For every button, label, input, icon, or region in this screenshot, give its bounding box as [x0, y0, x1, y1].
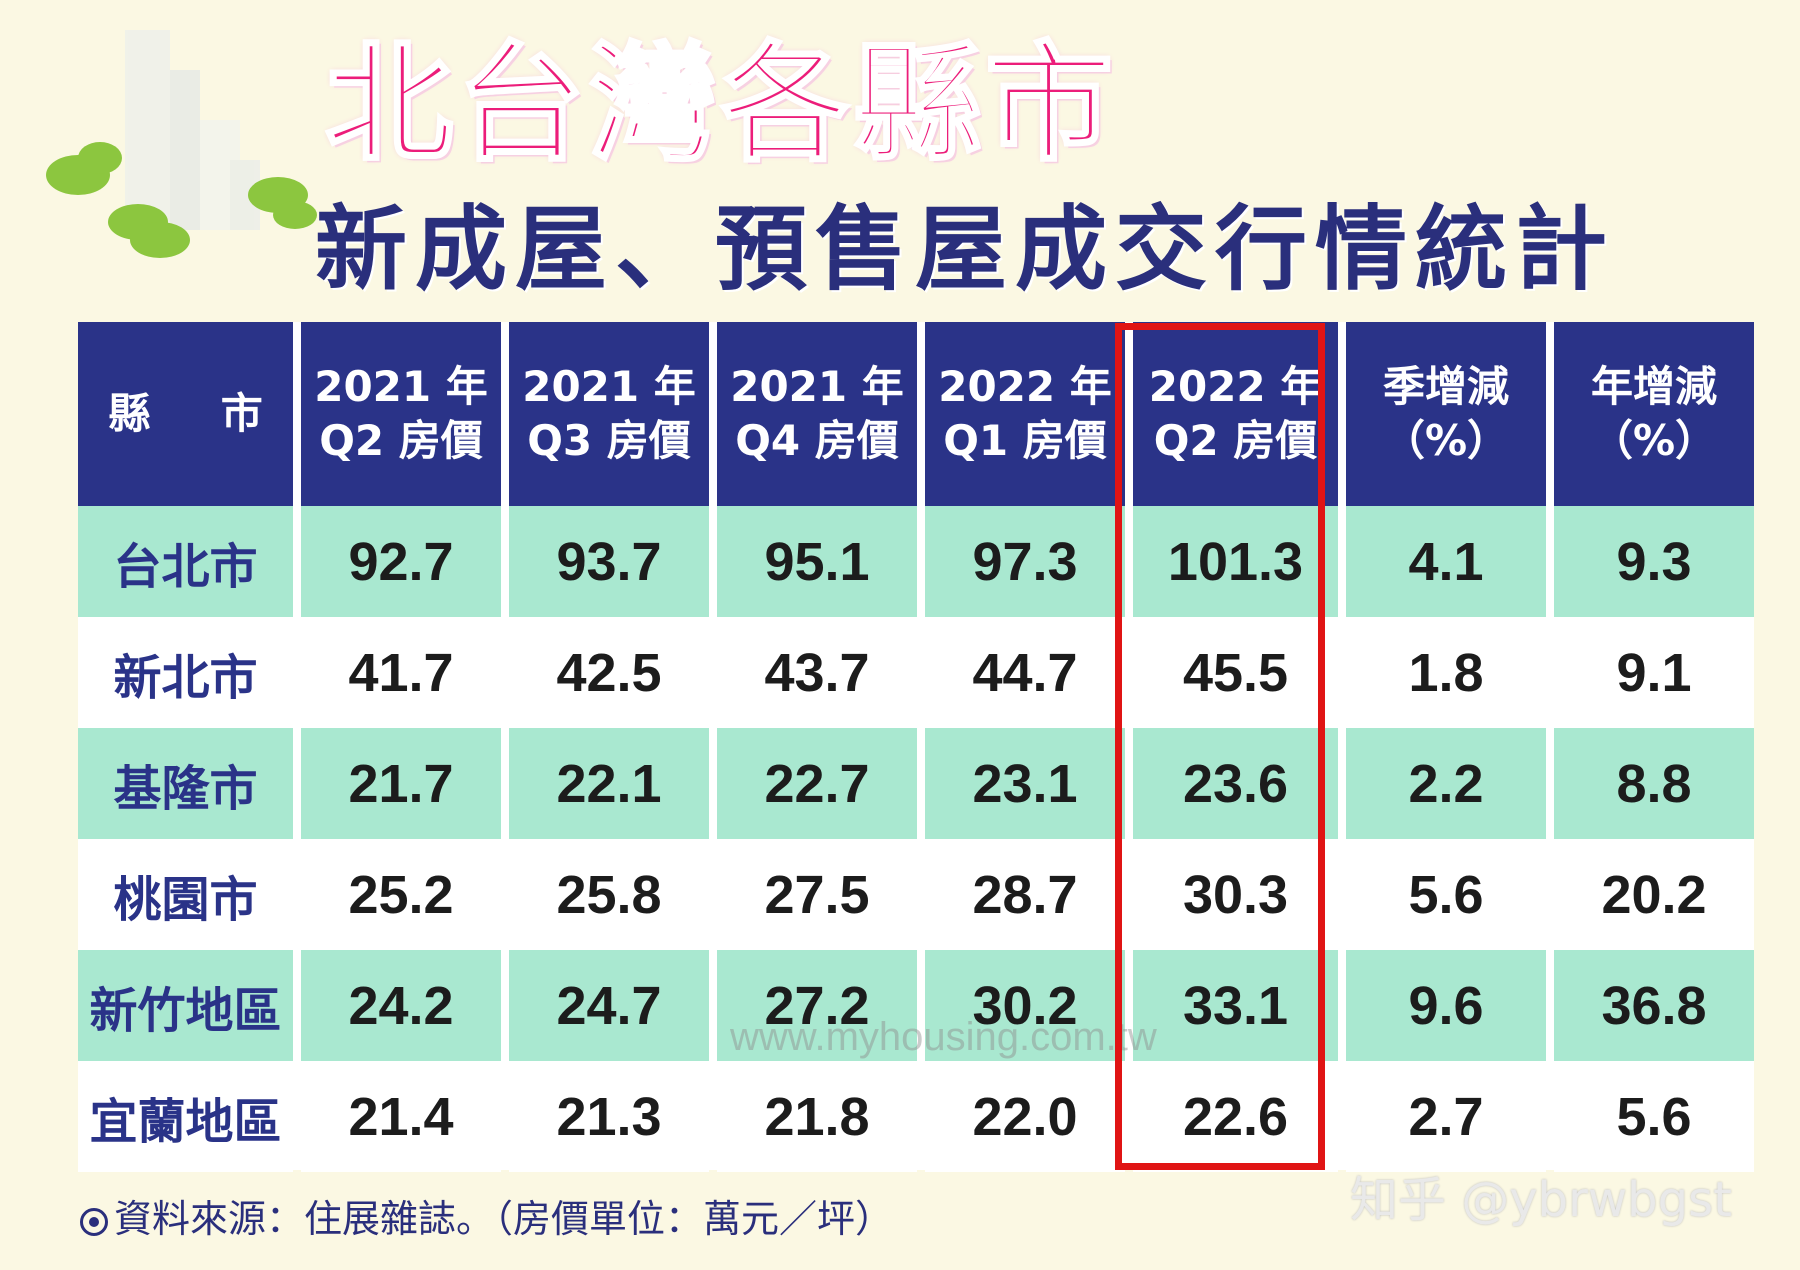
value-cell: 44.7: [925, 617, 1125, 728]
city-illustration: [46, 30, 317, 258]
value-cell: 8.8: [1554, 728, 1754, 839]
column-header: 季增減 （%）: [1346, 322, 1546, 506]
value-cell: 2.7: [1346, 1061, 1546, 1172]
value-cell: 21.3: [509, 1061, 709, 1172]
value-cell: 9.3: [1554, 506, 1754, 617]
value-cell: 43.7: [717, 617, 917, 728]
value-cell: 22.0: [925, 1061, 1125, 1172]
value-cell: 92.7: [301, 506, 501, 617]
value-cell: 27.2: [717, 950, 917, 1061]
value-cell: 9.1: [1554, 617, 1754, 728]
value-cell: 93.7: [509, 506, 709, 617]
column-header-line: Q2 房價: [1153, 416, 1318, 465]
value-cell: 25.8: [509, 839, 709, 950]
column-header-line: Q3 房價: [527, 416, 691, 465]
column-header-line: Q1 房價: [943, 416, 1107, 465]
value-cell: 97.3: [925, 506, 1125, 617]
watermark: www.myhousing.com.tw: [730, 1015, 1157, 1059]
value-cell: 23.1: [925, 728, 1125, 839]
column-header: 2022 年 Q2 房價: [1133, 322, 1338, 506]
column-header-line: 2021 年: [522, 362, 696, 411]
value-cell: 21.7: [301, 728, 501, 839]
column-header: 年增減 （%）: [1554, 322, 1754, 506]
value-cell: 5.6: [1554, 1061, 1754, 1172]
value-cell: 95.1: [717, 506, 917, 617]
target-icon: [80, 1207, 108, 1236]
value-cell: 101.3: [1133, 506, 1338, 617]
value-cell: 24.2: [301, 950, 501, 1061]
column-header-line: Q2 房價: [319, 416, 483, 465]
column-header-line: 2021 年: [314, 362, 488, 411]
value-cell: 41.7: [301, 617, 501, 728]
region-cell: 新北市: [78, 617, 293, 728]
column-header: 2021 年 Q4 房價: [717, 322, 917, 506]
value-cell: 25.2: [301, 839, 501, 950]
value-cell: 22.7: [717, 728, 917, 839]
column-header: 縣 市: [78, 322, 293, 506]
value-cell: 21.8: [717, 1061, 917, 1172]
column-header-line: 2021 年: [730, 362, 904, 411]
value-cell: 36.8: [1554, 950, 1754, 1061]
page-title: 北台灣各縣市: [324, 29, 1118, 181]
column-header-line: （%）: [1590, 416, 1718, 465]
value-cell: 2.2: [1346, 728, 1546, 839]
credit-watermark: 知乎 @ybrwbgst: [1350, 1172, 1732, 1228]
column-header: 2021 年 Q2 房價: [301, 322, 501, 506]
value-cell: 30.3: [1133, 839, 1338, 950]
value-cell: 9.6: [1346, 950, 1546, 1061]
column-header-line: 2022 年: [1148, 362, 1323, 411]
region-cell: 桃園市: [78, 839, 293, 950]
value-cell: 5.6: [1346, 839, 1546, 950]
price-table: 縣 市 2021 年 Q2 房價 2021 年 Q3 房價 2021 年 Q4 房價 2022…: [78, 322, 1754, 1172]
value-cell: 1.8: [1346, 617, 1546, 728]
region-cell: 基隆市: [78, 728, 293, 839]
value-cell: 23.6: [1133, 728, 1338, 839]
value-cell: 20.2: [1554, 839, 1754, 950]
page-subtitle: 新成屋、預售屋成交行情統計: [315, 196, 1616, 303]
column-header-line: 季增減: [1382, 362, 1509, 411]
value-cell: 28.7: [925, 839, 1125, 950]
value-cell: 42.5: [509, 617, 709, 728]
region-cell: 宜蘭地區: [78, 1061, 293, 1172]
value-cell: 21.4: [301, 1061, 501, 1172]
source-text: 資料來源：住展雜誌。（房價單位：萬元／坪）: [114, 1197, 894, 1241]
value-cell: 27.5: [717, 839, 917, 950]
price-table-grid: 縣 市 2021 年 Q2 房價 2021 年 Q3 房價 2021 年 Q4 房價 2022…: [78, 322, 1754, 1172]
column-header-line: 縣 市: [108, 389, 291, 438]
value-cell: 24.7: [509, 950, 709, 1061]
column-header: 2021 年 Q3 房價: [509, 322, 709, 506]
value-cell: 45.5: [1133, 617, 1338, 728]
column-header-line: （%）: [1382, 416, 1510, 465]
value-cell: 22.1: [509, 728, 709, 839]
column-header-line: Q4 房價: [735, 416, 899, 465]
value-cell: 4.1: [1346, 506, 1546, 617]
source-note: 資料來源：住展雜誌。（房價單位：萬元／坪）: [80, 1188, 893, 1243]
region-cell: 新竹地區: [78, 950, 293, 1061]
column-header: 2022 年 Q1 房價: [925, 322, 1125, 506]
value-cell: 30.2: [925, 950, 1125, 1061]
column-header-line: 2022 年: [938, 362, 1112, 411]
value-cell: 22.6: [1133, 1061, 1338, 1172]
column-header-line: 年增減: [1590, 362, 1717, 411]
region-cell: 台北市: [78, 506, 293, 617]
value-cell: 33.1: [1133, 950, 1338, 1061]
